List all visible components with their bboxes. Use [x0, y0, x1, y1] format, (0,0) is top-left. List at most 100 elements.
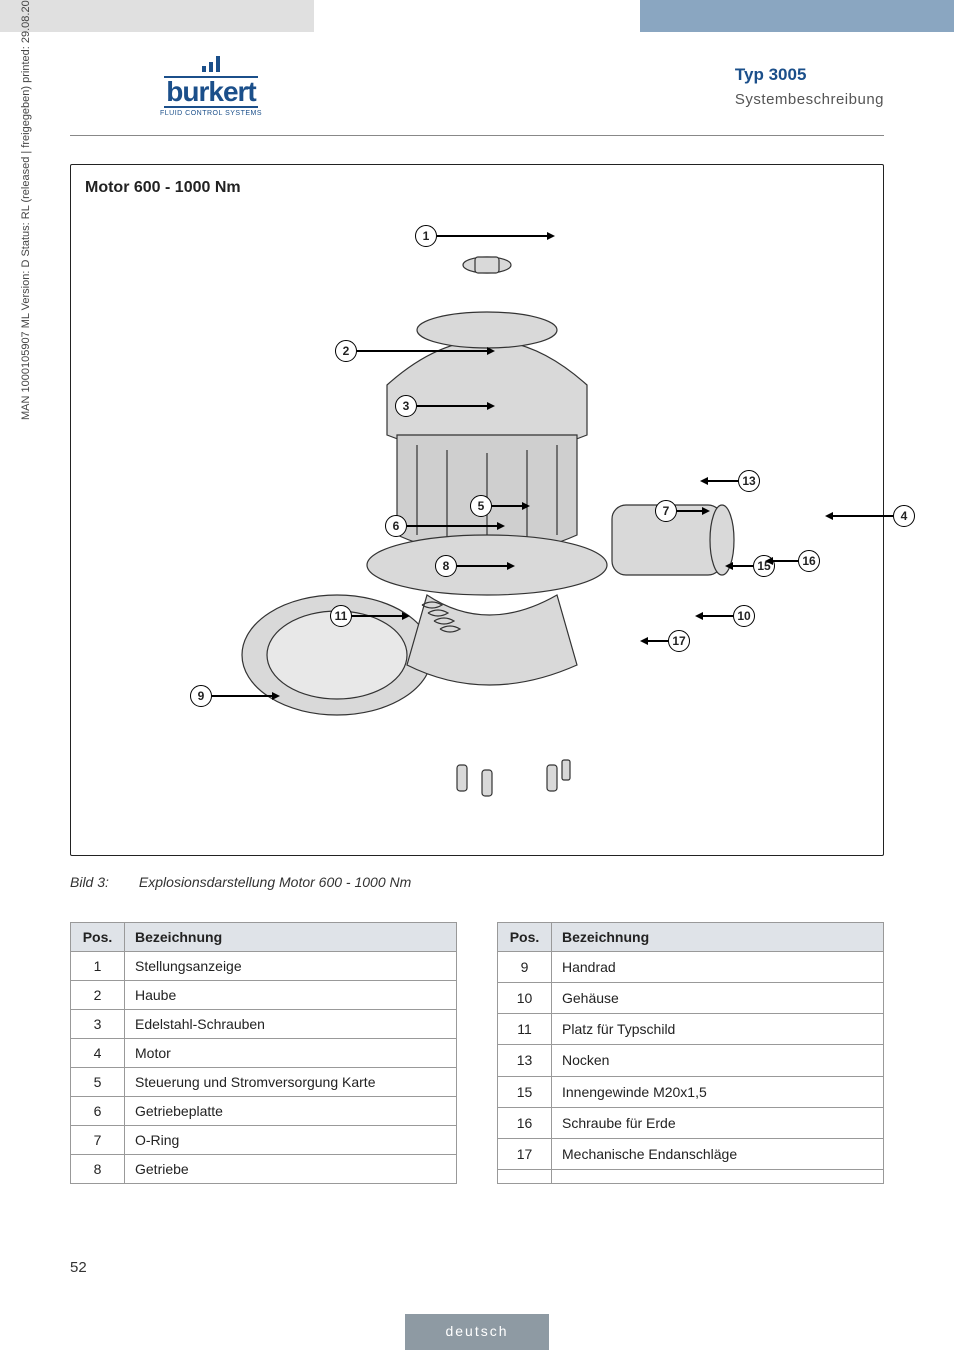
- callout-4: 4: [825, 505, 915, 527]
- footer-bar: deutsch: [0, 1314, 954, 1350]
- callout-number: 8: [435, 555, 457, 577]
- header-right: Typ 3005 Systembeschreibung: [735, 65, 884, 108]
- table-row: 11Platz für Typschild: [498, 1014, 884, 1045]
- arrow-icon: [522, 502, 530, 510]
- callout-number: 7: [655, 500, 677, 522]
- callout-number: 9: [190, 685, 212, 707]
- callout-line: [733, 565, 753, 567]
- callout-line: [773, 560, 798, 562]
- cell-pos: 8: [71, 1155, 125, 1184]
- col-pos: Pos.: [71, 923, 125, 952]
- cell-bez: Innengewinde M20x1,5: [552, 1076, 884, 1107]
- cell-bez: Stellungsanzeige: [125, 952, 457, 981]
- table-row: 9Handrad: [498, 952, 884, 983]
- page-content: Motor 600 - 1000 Nm: [0, 136, 954, 1184]
- cell-bez: Nocken: [552, 1045, 884, 1076]
- table-row: 2Haube: [71, 981, 457, 1010]
- tab-blue: [640, 0, 954, 32]
- cell-bez: Schraube für Erde: [552, 1107, 884, 1138]
- logo: burkert FLUID CONTROL SYSTEMS: [160, 56, 262, 117]
- callout-number: 5: [470, 495, 492, 517]
- table-row: 8Getriebe: [71, 1155, 457, 1184]
- table-row: 13Nocken: [498, 1045, 884, 1076]
- table-row: 1Stellungsanzeige: [71, 952, 457, 981]
- cell-pos: 2: [71, 981, 125, 1010]
- table-row: 15Innengewinde M20x1,5: [498, 1076, 884, 1107]
- callout-16: 16: [765, 550, 820, 572]
- callout-6: 6: [385, 515, 505, 537]
- callout-line: [708, 480, 738, 482]
- figure-box: Motor 600 - 1000 Nm: [70, 164, 884, 856]
- logo-text: burkert: [164, 76, 257, 108]
- parts-tables: Pos. Bezeichnung 1Stellungsanzeige2Haube…: [70, 922, 884, 1184]
- cell-bez: Getriebeplatte: [125, 1097, 457, 1126]
- parts-table-left: Pos. Bezeichnung 1Stellungsanzeige2Haube…: [70, 922, 457, 1184]
- callout-3: 3: [395, 395, 495, 417]
- cell-bez: Motor: [125, 1039, 457, 1068]
- cell-bez: Gehäuse: [552, 983, 884, 1014]
- cell-pos: [498, 1169, 552, 1183]
- callout-5: 5: [470, 495, 530, 517]
- callout-line: [457, 565, 507, 567]
- col-pos: Pos.: [498, 923, 552, 952]
- section-label: Systembeschreibung: [735, 91, 884, 108]
- figure-title: Motor 600 - 1000 Nm: [85, 179, 869, 197]
- arrow-icon: [825, 512, 833, 520]
- callout-line: [703, 615, 733, 617]
- cell-bez: Mechanische Endanschläge: [552, 1138, 884, 1169]
- figure-caption: Bild 3: Explosionsdarstellung Motor 600 …: [70, 874, 884, 890]
- table-row: 10Gehäuse: [498, 983, 884, 1014]
- table-row: 4Motor: [71, 1039, 457, 1068]
- cell-pos: 1: [71, 952, 125, 981]
- cell-pos: 7: [71, 1126, 125, 1155]
- arrow-icon: [507, 562, 515, 570]
- callout-number: 16: [798, 550, 820, 572]
- callout-17: 17: [640, 630, 690, 652]
- parts-table-right: Pos. Bezeichnung 9Handrad10Gehäuse11Plat…: [497, 922, 884, 1184]
- table-row: 3Edelstahl-Schrauben: [71, 1010, 457, 1039]
- callout-line: [417, 405, 487, 407]
- callout-number: 10: [733, 605, 755, 627]
- cell-pos: 9: [498, 952, 552, 983]
- cell-bez: Edelstahl-Schrauben: [125, 1010, 457, 1039]
- tab-gap: [320, 0, 634, 32]
- arrow-icon: [487, 347, 495, 355]
- cell-pos: 6: [71, 1097, 125, 1126]
- callout-2: 2: [335, 340, 495, 362]
- callout-line: [357, 350, 487, 352]
- arrow-icon: [765, 557, 773, 565]
- callout-7: 7: [655, 500, 710, 522]
- arrow-icon: [487, 402, 495, 410]
- logo-subtext: FLUID CONTROL SYSTEMS: [160, 110, 262, 117]
- exploded-view-diagram: 123456789101113151617: [85, 205, 869, 845]
- caption-text: Explosionsdarstellung Motor 600 - 1000 N…: [139, 874, 411, 890]
- cell-pos: 11: [498, 1014, 552, 1045]
- table-row: 7O-Ring: [71, 1126, 457, 1155]
- col-bez: Bezeichnung: [125, 923, 457, 952]
- page-number: 52: [70, 1259, 87, 1276]
- cell-bez: Platz für Typschild: [552, 1014, 884, 1045]
- callout-line: [437, 235, 547, 237]
- arrow-icon: [272, 692, 280, 700]
- callout-number: 2: [335, 340, 357, 362]
- callout-line: [407, 525, 497, 527]
- arrow-icon: [702, 507, 710, 515]
- type-label: Typ 3005: [735, 65, 884, 85]
- callout-number: 13: [738, 470, 760, 492]
- cell-pos: 5: [71, 1068, 125, 1097]
- cell-bez: Getriebe: [125, 1155, 457, 1184]
- cell-pos: 4: [71, 1039, 125, 1068]
- arrow-icon: [402, 612, 410, 620]
- cell-pos: 3: [71, 1010, 125, 1039]
- arrow-icon: [547, 232, 555, 240]
- table-row: 17Mechanische Endanschläge: [498, 1138, 884, 1169]
- table-row: 5Steuerung und Stromversorgung Karte: [71, 1068, 457, 1097]
- callout-number: 6: [385, 515, 407, 537]
- callout-line: [212, 695, 272, 697]
- footer-language: deutsch: [405, 1314, 548, 1350]
- callout-11: 11: [330, 605, 410, 627]
- callout-number: 11: [330, 605, 352, 627]
- logo-bars-icon: [202, 56, 220, 72]
- cell-bez: Haube: [125, 981, 457, 1010]
- cell-pos: 15: [498, 1076, 552, 1107]
